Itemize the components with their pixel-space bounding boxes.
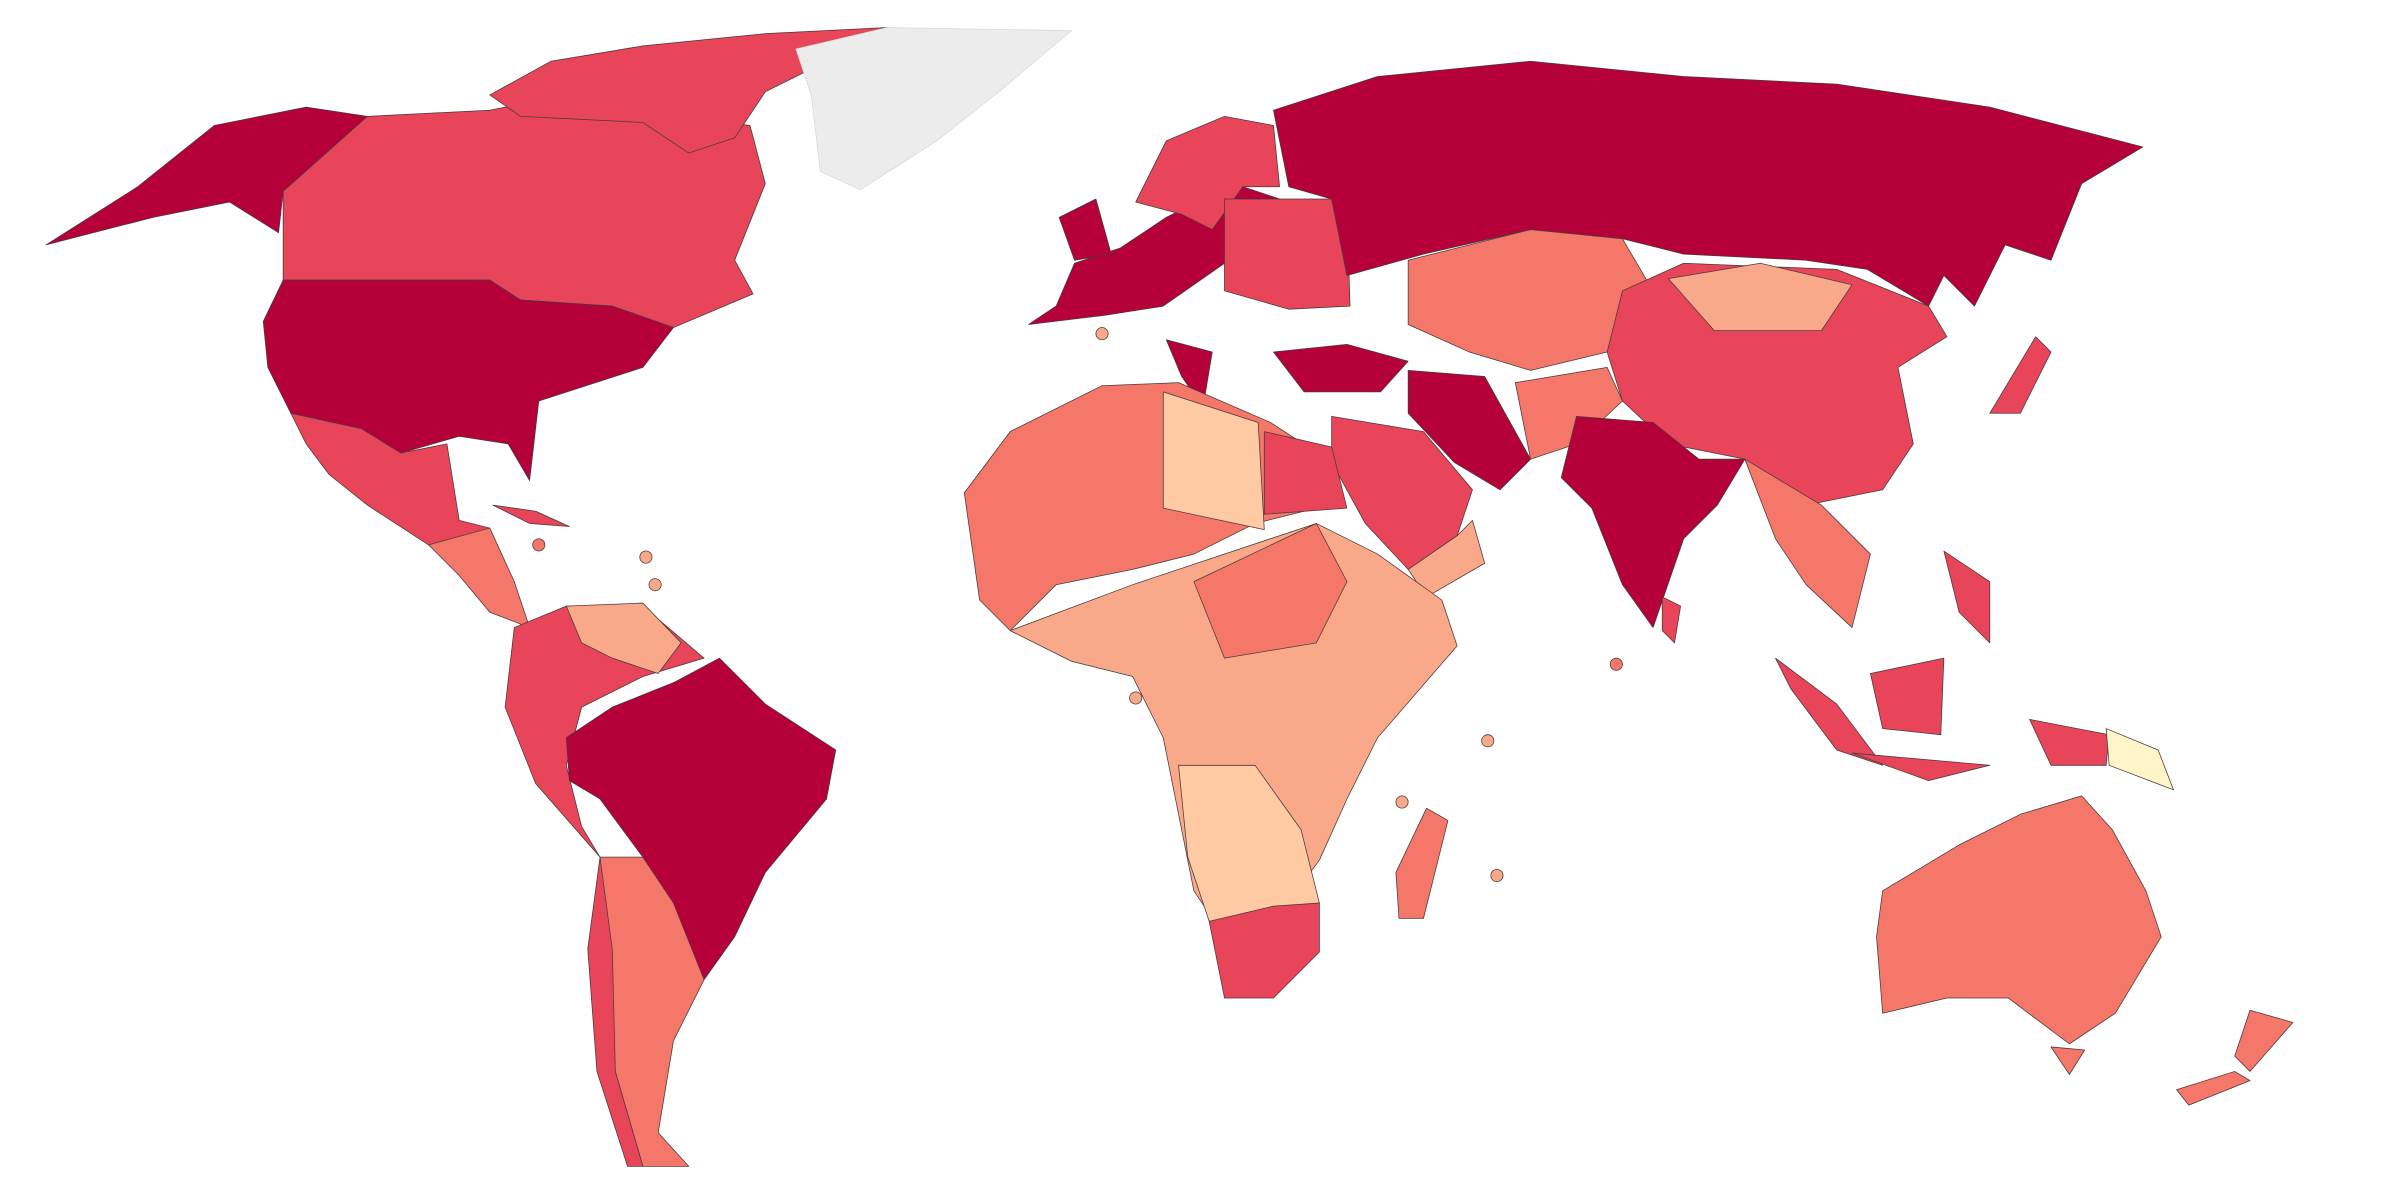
island <box>1095 327 1109 341</box>
island <box>648 578 662 592</box>
country <box>1395 807 1449 919</box>
country <box>795 27 1072 191</box>
country <box>1162 391 1265 530</box>
island <box>1395 795 1409 809</box>
country <box>1135 115 1280 230</box>
country <box>1208 902 1320 999</box>
country <box>1775 657 1884 766</box>
country <box>1870 657 1945 736</box>
country <box>1606 262 1948 506</box>
country <box>1273 60 2144 307</box>
country <box>1744 458 1871 628</box>
country <box>492 504 570 527</box>
country <box>2029 719 2110 766</box>
country <box>1009 523 1458 938</box>
country <box>2105 728 2174 791</box>
country <box>565 602 682 674</box>
country <box>428 527 530 628</box>
country <box>1224 198 1351 310</box>
island <box>532 538 546 552</box>
country <box>1263 431 1348 515</box>
country <box>587 856 644 1167</box>
country <box>1667 262 1853 331</box>
country <box>2176 1009 2294 1106</box>
country <box>1407 370 1531 491</box>
island <box>639 550 653 564</box>
country <box>1943 550 1991 644</box>
island <box>1609 657 1623 671</box>
country <box>1193 523 1348 659</box>
country <box>262 279 674 481</box>
country <box>2050 1046 2086 1075</box>
country <box>1851 752 1991 781</box>
country <box>565 657 837 980</box>
country <box>1560 415 1746 628</box>
country <box>1989 336 2052 414</box>
country <box>1661 596 1681 644</box>
country <box>1876 795 2162 1045</box>
island <box>1490 869 1504 883</box>
country <box>1058 198 1112 261</box>
country <box>1273 344 1409 393</box>
island <box>1481 734 1495 748</box>
country <box>489 27 889 154</box>
island <box>1129 691 1143 705</box>
